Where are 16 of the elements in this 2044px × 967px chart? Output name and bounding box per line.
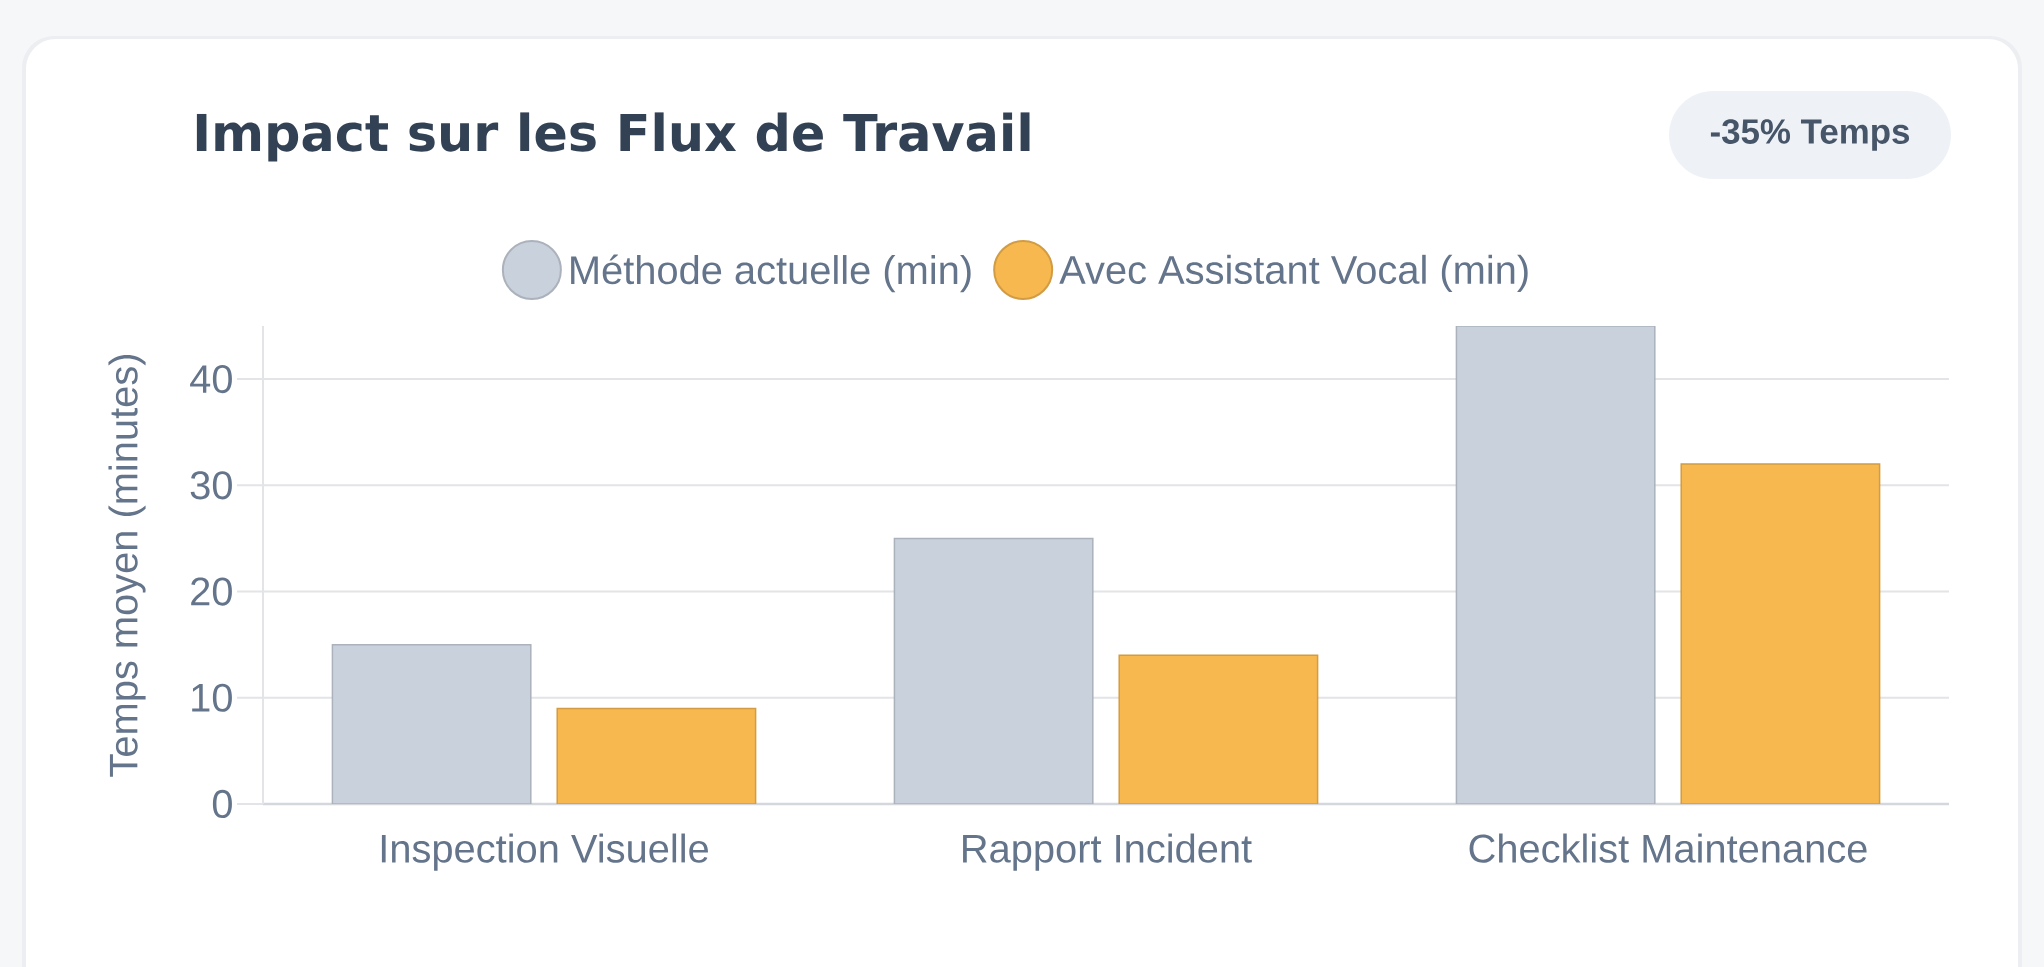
legend-label: Méthode actuelle (min) [571,254,971,293]
x-tick-label: Inspection Visuelle [381,833,708,871]
y-tick-label: 10 [192,683,232,712]
y-axis-title: Temps moyen (minutes) [108,354,146,777]
y-tick-label: 0 [212,789,232,819]
text: -35% Temps [1710,119,1910,151]
y-tick-label: 30 [190,471,232,500]
chart-title: Impact sur les Flux de Travail [196,112,1030,162]
bar [556,707,757,804]
y-tick-label: 40 [190,364,232,394]
y-tick-label: 20 [191,577,232,606]
legend-label: Avec Assistant Vocal (min) [1059,254,1528,292]
bar [1118,654,1319,804]
x-tick-label: Rapport Incident [963,833,1252,871]
bar [1680,463,1881,804]
x-tick-label: Checklist Maintenance [1469,833,1867,863]
